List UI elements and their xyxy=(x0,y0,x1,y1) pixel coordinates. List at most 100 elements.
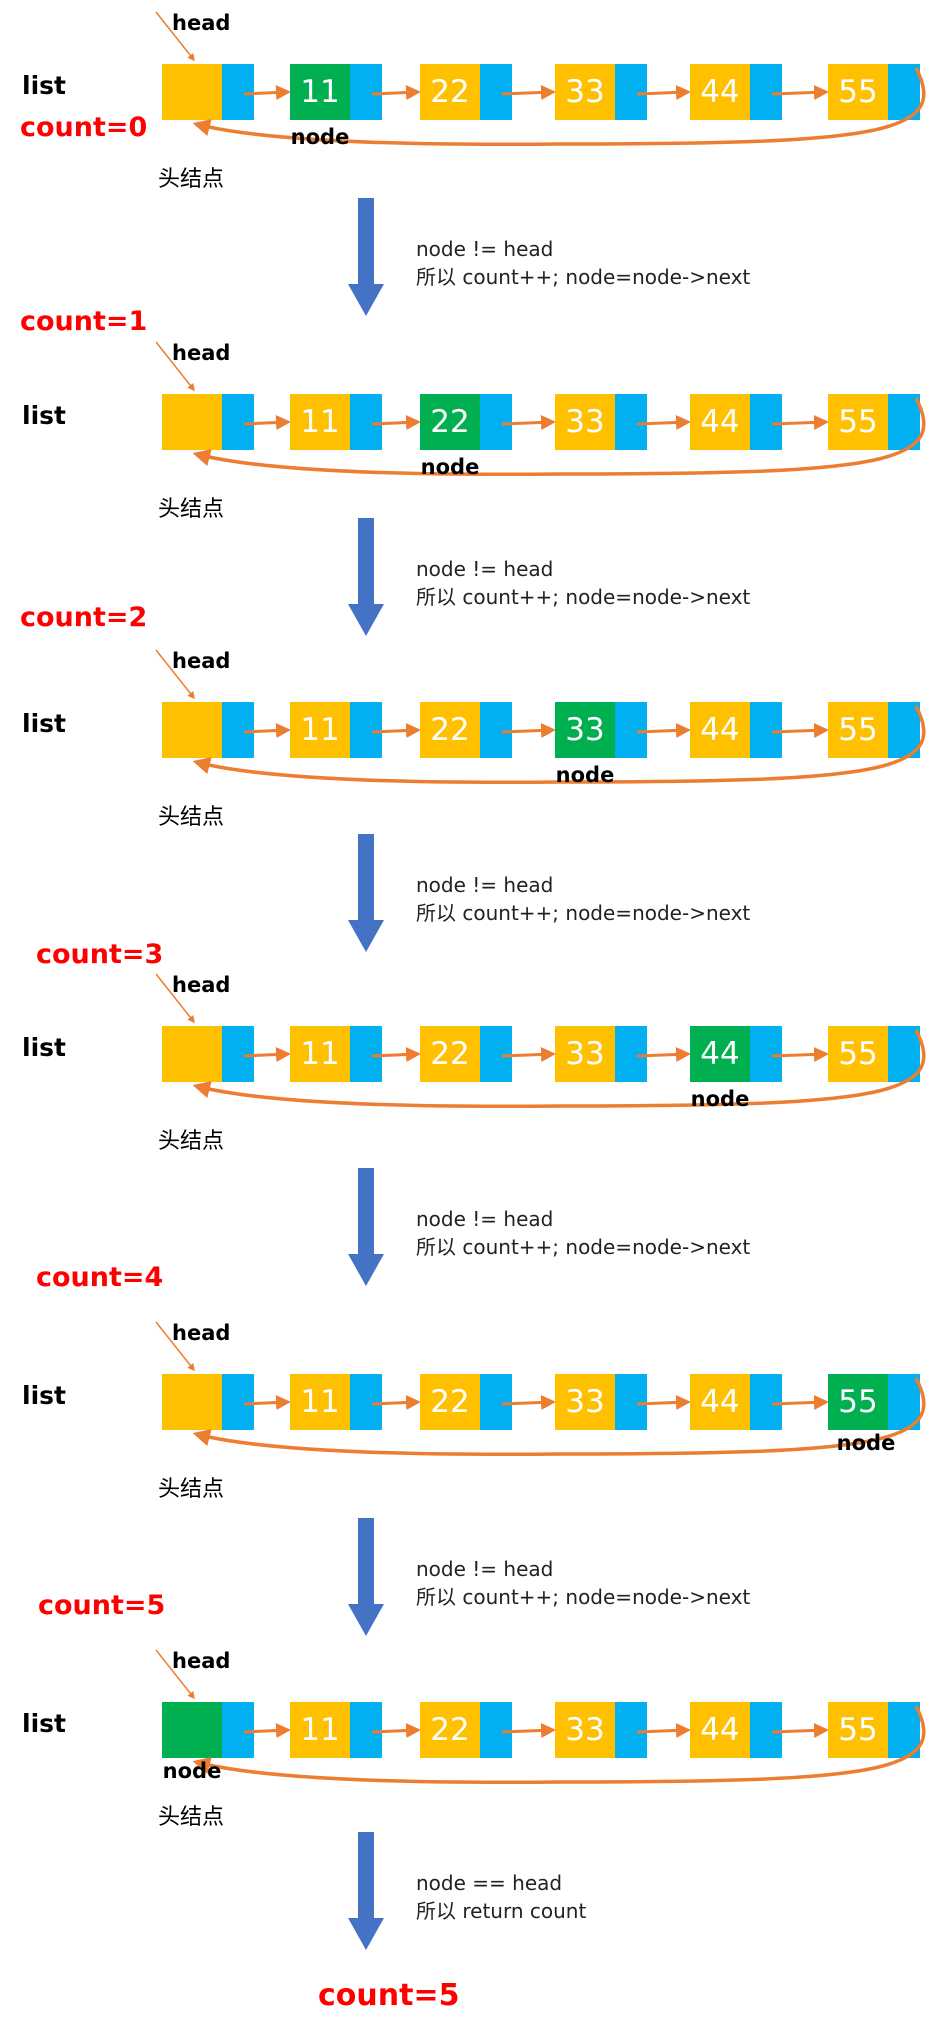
list-node-next xyxy=(350,1026,382,1082)
next-link-arrow xyxy=(771,84,829,100)
current-node-label: node xyxy=(837,1431,896,1455)
down-arrow-head xyxy=(348,1604,384,1636)
condition-text: node == head xyxy=(416,1871,562,1895)
list-node-data xyxy=(555,1026,615,1082)
return-link-arrow xyxy=(192,1377,926,1457)
list-node-next xyxy=(615,1702,647,1758)
head-pointer-arrow xyxy=(155,973,195,1024)
list-label: list xyxy=(22,709,66,738)
action-text: 所以 return count xyxy=(416,1899,586,1923)
head-label: head xyxy=(172,649,230,673)
list-node-next xyxy=(350,1702,382,1758)
list-node-data xyxy=(290,1374,350,1430)
list-node-data xyxy=(420,702,480,758)
list-node-next xyxy=(750,1026,782,1082)
next-link-arrow xyxy=(501,84,556,100)
list-node-data xyxy=(290,702,350,758)
node-value: 44 xyxy=(700,1036,739,1072)
list-node-data xyxy=(828,702,888,758)
list-node-data xyxy=(555,1702,615,1758)
head-node-next xyxy=(222,64,254,120)
action-text: 所以 count++; node=node->next xyxy=(416,265,750,289)
next-link-arrow xyxy=(243,1047,291,1063)
list-node-next xyxy=(888,1026,920,1082)
list-node-data xyxy=(555,702,615,758)
list-node-next xyxy=(615,1026,647,1082)
down-arrow-head xyxy=(348,1254,384,1286)
result-count-label: count=5 xyxy=(318,1978,459,2013)
list-node-data xyxy=(690,702,750,758)
down-arrow-shaft xyxy=(358,1518,374,1604)
next-link-arrow xyxy=(636,1722,691,1738)
count-label: count=2 xyxy=(20,602,147,633)
list-node-data xyxy=(420,1702,480,1758)
list-node-data xyxy=(555,394,615,450)
node-value: 33 xyxy=(565,1712,604,1748)
list-label: list xyxy=(22,1381,66,1410)
head-label: head xyxy=(172,1321,230,1345)
next-link-arrow xyxy=(501,1722,556,1738)
list-node-next xyxy=(888,702,920,758)
list-step-1: count=1 list head 11 22 33 44 55 node 头结点 xyxy=(20,306,926,522)
list-node-next xyxy=(888,1702,920,1758)
list-step-0: count=0 list head 11 22 33 44 55 node 头结点 xyxy=(20,11,926,192)
next-link-arrow xyxy=(243,1723,291,1739)
list-node-data xyxy=(690,1374,750,1430)
head-label: head xyxy=(172,11,230,35)
list-node-data xyxy=(828,394,888,450)
head-pointer-arrow xyxy=(155,649,195,700)
list-node-data xyxy=(555,64,615,120)
list-node-next xyxy=(350,702,382,758)
condition-text: node != head xyxy=(416,873,553,897)
node-value: 33 xyxy=(565,712,604,748)
list-node-data xyxy=(420,394,480,450)
list-node-next xyxy=(480,1026,512,1082)
next-link-arrow xyxy=(371,415,421,431)
node-value: 11 xyxy=(300,1712,339,1748)
head-pointer-arrow xyxy=(155,341,195,392)
action-text: 所以 count++; node=node->next xyxy=(416,585,750,609)
next-link-arrow xyxy=(771,1722,829,1738)
node-value: 55 xyxy=(838,404,877,440)
condition-text: node != head xyxy=(416,1207,553,1231)
head-label: head xyxy=(172,341,230,365)
node-value: 22 xyxy=(430,1712,469,1748)
list-node-next xyxy=(750,1374,782,1430)
down-arrow-shaft xyxy=(358,1832,374,1918)
node-value: 55 xyxy=(838,712,877,748)
condition-text: node != head xyxy=(416,237,553,261)
list-node-data xyxy=(690,1026,750,1082)
return-link-arrow xyxy=(192,1029,926,1109)
list-node-data xyxy=(690,1702,750,1758)
next-link-arrow xyxy=(501,1394,556,1410)
list-node-next xyxy=(615,1374,647,1430)
transition-3: node != head 所以 count++; node=node->next xyxy=(348,1168,750,1286)
list-node-next xyxy=(480,394,512,450)
transition-5: node == head 所以 return count xyxy=(348,1832,586,1950)
head-label: head xyxy=(172,973,230,997)
list-node-data xyxy=(290,394,350,450)
next-link-arrow xyxy=(371,723,421,739)
down-arrow-head xyxy=(348,604,384,636)
list-node-next xyxy=(888,394,920,450)
action-text: 所以 count++; node=node->next xyxy=(416,1235,750,1259)
list-node-data xyxy=(828,64,888,120)
node-value: 22 xyxy=(430,1036,469,1072)
head-node-data xyxy=(162,1702,222,1758)
list-label: list xyxy=(22,401,66,430)
head-label: head xyxy=(172,1649,230,1673)
head-node-data xyxy=(162,1026,222,1082)
head-node-label: 头结点 xyxy=(158,167,224,192)
node-value: 22 xyxy=(430,74,469,110)
list-label: list xyxy=(22,1033,66,1062)
head-node-label: 头结点 xyxy=(158,805,224,830)
next-link-arrow xyxy=(771,1394,829,1410)
head-pointer-arrow xyxy=(155,1649,195,1700)
list-node-data xyxy=(290,64,350,120)
head-node-label: 头结点 xyxy=(158,1477,224,1502)
node-value: 44 xyxy=(700,404,739,440)
next-link-arrow xyxy=(501,722,556,738)
list-node-data xyxy=(690,394,750,450)
node-value: 11 xyxy=(300,1036,339,1072)
